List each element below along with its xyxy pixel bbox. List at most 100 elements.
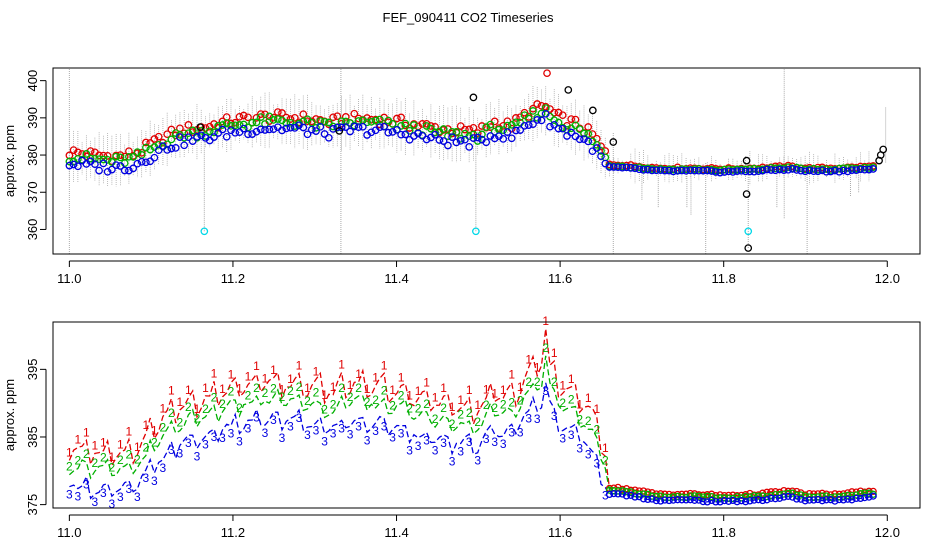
top-point-series-3 [592,144,601,152]
top-point-series-3 [108,165,116,174]
bottom-point-series-2: 2 [423,397,430,411]
top-point-series-3 [320,130,329,138]
top-x-tick-label: 11.6 [548,271,572,286]
bottom-point-series-3 [844,495,852,503]
top-point-series-3 [499,135,508,143]
bottom-point-series-2: 2 [270,382,277,396]
bottom-point-series-1: 1 [126,425,133,439]
bottom-point-series-3: 3 [517,426,524,440]
bottom-point-series-3: 3 [508,425,515,439]
bottom-point-series-2 [741,492,750,501]
top-point-series-2 [74,155,82,163]
top-point-series-2 [584,130,593,138]
bottom-point-series-3 [793,495,801,503]
bottom-line-series-1 [68,328,874,497]
top-point-series-2 [324,118,333,127]
bottom-point-series-2: 2 [279,390,286,404]
top-point-series-1 [142,138,150,147]
top-point-series-1 [299,110,308,119]
bottom-point-series-3: 3 [66,488,73,502]
top-point-series-3 [375,123,384,132]
top-point-series-1 [571,115,580,124]
bottom-point-series-2 [733,493,741,501]
top-point-series-3 [112,161,120,169]
top-x-tick-label: 11.8 [712,271,736,286]
top-point-series-2 [248,118,257,127]
top-point-series-1 [422,119,431,128]
top-point-series-3 [584,137,593,146]
bottom-point-series-2: 2 [262,386,269,400]
top-plot-frame [52,67,921,255]
bottom-point-series-1: 1 [75,432,82,446]
top-point-series-1 [210,120,218,128]
bottom-point-series-2: 2 [100,450,107,464]
bottom-point-series-2: 2 [168,406,175,420]
top-point-series-1 [516,113,525,122]
top-point-series-2 [188,126,197,135]
bottom-point-series-3 [729,496,737,505]
top-point-series-3 [239,124,248,133]
bottom-point-series-2 [818,492,826,500]
bottom-point-series-2: 2 [568,392,575,406]
bottom-point-series-3 [618,490,626,498]
bottom-point-series-1: 1 [381,358,388,372]
bottom-point-series-2: 2 [296,380,303,394]
bottom-point-series-1 [763,488,771,496]
top-x-tick-label: 11.0 [57,271,81,286]
top-point-series-1 [159,138,167,147]
bottom-point-series-3: 3 [440,436,447,450]
top-point-series-1 [350,109,359,118]
bottom-point-series-3 [835,495,843,504]
bottom-point-series-3 [869,492,877,500]
top-point-series-2 [363,118,371,127]
top-point-series-2 [835,164,844,173]
bottom-y-tick-label: 375 [25,494,40,516]
bottom-point-series-1: 1 [559,378,566,392]
bottom-point-series-2: 2 [517,394,524,408]
bottom-point-series-3: 3 [389,431,396,445]
top-point-series-3 [507,134,516,143]
bottom-point-series-2: 2 [109,461,116,475]
bottom-point-series-3: 3 [143,471,150,485]
top-point-series-3 [116,162,125,170]
top-point-series-3 [665,166,673,175]
top-point-series-3 [567,128,576,137]
bottom-point-series-3: 3 [568,428,575,442]
bottom-point-series-3: 3 [287,419,294,433]
bottom-point-series-2: 2 [330,398,337,412]
bottom-point-series-1: 1 [423,375,430,389]
top-point-series-3 [482,138,491,147]
top-point-series-3 [261,126,269,134]
bottom-point-series-2: 2 [457,408,464,422]
top-point-series-1 [597,142,605,151]
top-point-series-3 [626,164,635,172]
bottom-point-series-2: 2 [432,412,439,426]
bottom-point-series-3: 3 [449,455,456,469]
bottom-point-series-2: 2 [338,381,345,395]
top-point-series-3 [635,165,644,174]
top-point-series-2 [167,135,176,144]
top-point-series-1 [533,100,542,108]
bottom-point-series-2: 2 [602,453,609,467]
bottom-point-series-3: 3 [321,435,328,449]
bottom-point-series-3: 3 [525,412,532,426]
bottom-point-series-2: 2 [245,388,252,402]
top-point-series-3 [193,132,201,141]
bottom-point-series-3 [712,498,720,506]
top-point-series-3 [176,133,184,141]
bottom-point-series-1: 1 [304,381,311,395]
bottom-point-series-2: 2 [585,414,592,428]
bottom-point-series-1: 1 [109,450,116,464]
bottom-point-series-1: 1 [457,393,464,407]
bottom-point-series-2: 2 [219,397,226,411]
top-point-series-3 [448,133,456,141]
bottom-point-series-3: 3 [151,474,158,488]
top-point-series-3 [431,130,439,139]
top-point-series-1 [329,113,337,122]
bottom-point-series-2: 2 [236,401,243,415]
top-point-series-3 [848,166,856,174]
bottom-point-series-2: 2 [211,390,218,404]
top-point-series-1 [167,125,176,134]
top-outlier-point [742,190,751,198]
top-point-series-1 [218,117,227,126]
